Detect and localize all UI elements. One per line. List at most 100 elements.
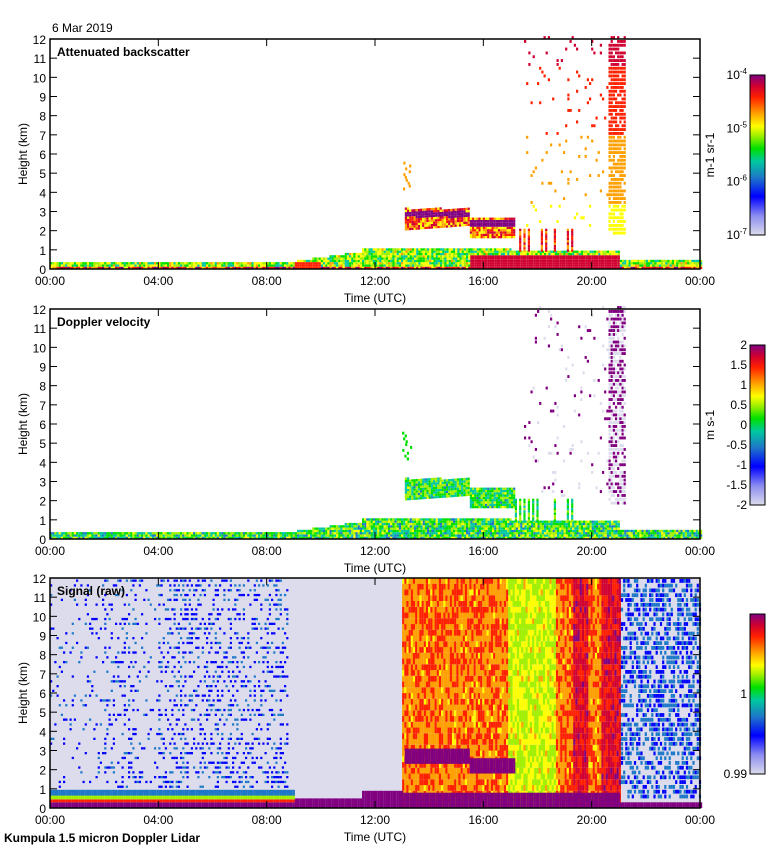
heatmap-cell bbox=[623, 158, 626, 162]
heatmap-cell bbox=[225, 262, 228, 265]
heatmap-cell bbox=[329, 266, 332, 269]
heatmap-cell bbox=[589, 252, 592, 256]
heatmap-cell bbox=[535, 527, 538, 530]
heatmap-cell bbox=[279, 266, 282, 269]
heatmap-cell bbox=[667, 532, 670, 535]
heatmap-cell bbox=[474, 259, 477, 263]
heatmap-cell bbox=[619, 93, 622, 97]
heatmap-cell bbox=[375, 527, 378, 530]
heatmap-cell bbox=[502, 534, 505, 537]
heatmap-cell bbox=[524, 532, 527, 535]
heatmap-cell bbox=[351, 525, 354, 528]
heatmap-cell bbox=[593, 262, 596, 265]
heatmap-cell bbox=[63, 264, 66, 267]
heatmap-cell bbox=[554, 529, 557, 533]
heatmap-cell bbox=[452, 487, 455, 491]
heatmap-cell bbox=[407, 228, 410, 231]
heatmap-cell bbox=[527, 242, 530, 245]
heatmap-cell bbox=[600, 255, 603, 258]
heatmap-cell bbox=[188, 536, 191, 539]
heatmap-cell bbox=[426, 478, 429, 481]
heatmap-cell bbox=[394, 255, 397, 258]
heatmap-cell bbox=[366, 518, 369, 521]
heatmap-cell bbox=[480, 489, 483, 493]
heatmap-cell bbox=[251, 266, 254, 269]
heatmap-cell bbox=[610, 43, 613, 47]
heatmap-cell bbox=[316, 529, 319, 533]
heatmap-cell bbox=[604, 529, 607, 533]
heatmap-cell bbox=[550, 264, 553, 267]
heatmap-cell bbox=[136, 536, 139, 539]
heatmap-cell bbox=[420, 217, 423, 221]
heatmap-cell bbox=[617, 162, 620, 166]
heatmap-cell bbox=[621, 166, 624, 170]
heatmap-cell bbox=[404, 176, 407, 179]
heatmap-cell bbox=[108, 536, 111, 539]
heatmap-cell bbox=[617, 525, 620, 528]
heatmap-cell bbox=[54, 532, 57, 535]
heatmap-cell bbox=[99, 264, 102, 267]
heatmap-cell bbox=[353, 264, 356, 267]
heatmap-cell bbox=[483, 252, 486, 256]
heatmap-cell bbox=[121, 536, 124, 539]
heatmap-cell bbox=[294, 264, 297, 267]
heatmap-cell bbox=[524, 534, 527, 537]
heatmap-cell bbox=[457, 252, 460, 256]
heatmap-cell bbox=[461, 250, 464, 253]
heatmap-cell bbox=[106, 532, 109, 535]
heatmap-cell bbox=[615, 101, 618, 105]
heatmap-cell bbox=[394, 518, 397, 521]
heatmap-cell bbox=[297, 259, 300, 263]
heatmap-cell bbox=[619, 101, 622, 105]
heatmap-cell bbox=[500, 217, 503, 220]
heatmap-cell bbox=[266, 266, 269, 269]
heatmap-cell bbox=[290, 264, 293, 267]
heatmap-cell bbox=[404, 491, 407, 494]
heatmap-cell bbox=[531, 522, 534, 526]
heatmap-cell bbox=[169, 534, 172, 537]
heatmap-cell bbox=[290, 534, 293, 537]
heatmap-cell bbox=[147, 534, 150, 537]
heatmap-cell bbox=[505, 264, 508, 267]
heatmap-cell bbox=[554, 525, 557, 528]
heatmap-cell bbox=[420, 478, 423, 481]
heatmap-cell bbox=[413, 488, 416, 491]
heatmap-cell bbox=[574, 255, 577, 258]
heatmap-cell bbox=[589, 262, 592, 265]
heatmap-cell bbox=[446, 495, 449, 498]
heatmap-cell bbox=[99, 536, 102, 539]
heatmap-cell bbox=[448, 485, 451, 489]
heatmap-cell bbox=[329, 259, 332, 263]
heatmap-cell bbox=[540, 233, 543, 236]
heatmap-cell bbox=[509, 262, 512, 265]
heatmap-cell bbox=[469, 236, 472, 239]
heatmap-cell bbox=[450, 215, 453, 219]
heatmap-cell bbox=[467, 477, 470, 480]
heatmap-cell bbox=[197, 534, 200, 537]
heatmap-cell bbox=[50, 266, 53, 269]
heatmap-cell bbox=[545, 244, 548, 248]
heatmap-cell bbox=[528, 264, 531, 267]
heatmap-cell bbox=[610, 89, 613, 93]
heatmap-cell bbox=[82, 264, 85, 267]
heatmap-cell bbox=[571, 519, 574, 522]
heatmap-cell bbox=[621, 40, 624, 43]
heatmap-cell bbox=[440, 527, 443, 530]
heatmap-cell bbox=[552, 259, 555, 263]
heatmap-cell bbox=[314, 534, 317, 537]
heatmap-cell bbox=[415, 485, 418, 489]
heatmap-cell bbox=[608, 66, 611, 70]
y-tick-label: 8 bbox=[39, 110, 46, 124]
heatmap-cell bbox=[349, 522, 352, 526]
heatmap-cell bbox=[472, 222, 475, 225]
heatmap-cell bbox=[643, 259, 646, 263]
heatmap-cell bbox=[493, 503, 496, 506]
heatmap-cell bbox=[524, 259, 527, 263]
heatmap-cell bbox=[175, 262, 178, 265]
heatmap-cell bbox=[333, 259, 336, 263]
heatmap-cell bbox=[409, 259, 412, 263]
heatmap-cell bbox=[349, 266, 352, 269]
heatmap-cell bbox=[491, 506, 494, 509]
heatmap-cell bbox=[442, 529, 445, 533]
heatmap-cell bbox=[370, 536, 373, 539]
